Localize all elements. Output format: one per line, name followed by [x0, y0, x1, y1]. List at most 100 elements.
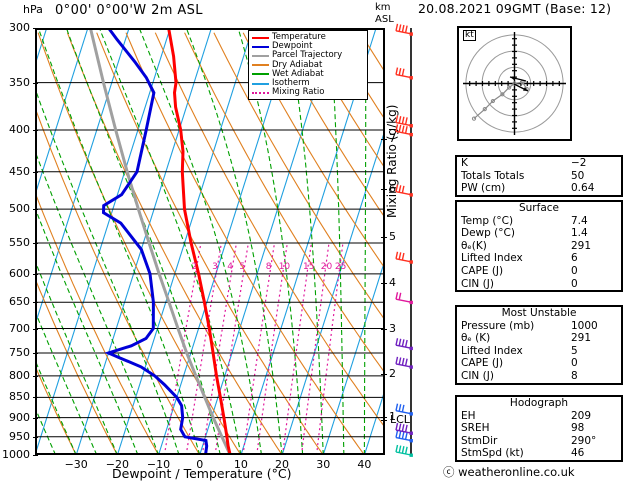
mixing-ratio-label: 25 — [334, 262, 347, 272]
skewt-canvas — [35, 28, 385, 455]
mixing-ratio-label: 4 — [227, 262, 234, 272]
data-row-value: 291 — [571, 332, 592, 345]
lcl-tick — [381, 419, 387, 421]
temperature-tick-label: 40 — [357, 458, 372, 471]
data-row-key: Lifted Index — [461, 344, 523, 357]
pressure-tick — [33, 273, 38, 275]
wind-barb — [395, 292, 413, 305]
temperature-tick-label: −30 — [64, 458, 88, 471]
temperature-tick-label: 30 — [316, 458, 331, 471]
temperature-tick-label: 0 — [196, 458, 204, 471]
station-title: 0°00' 0°00'W 2m ASL — [55, 3, 203, 18]
pressure-tick-label: 750 — [9, 345, 30, 359]
legend: Temperature Dewpoint Parcel Trajectory Dry … — [248, 30, 368, 101]
data-row: CAPE (J) 0 — [457, 357, 621, 370]
legend-swatch — [252, 64, 269, 67]
legend-label: Dry Adiabat — [272, 59, 323, 70]
legend-item: Temperature — [252, 33, 364, 42]
pressure-tick — [33, 242, 38, 244]
pressure-tick-label: 400 — [9, 123, 30, 137]
hodograph-unit-label: kt — [463, 30, 476, 41]
data-row-value: 0 — [571, 264, 578, 277]
data-row-value: 0 — [571, 357, 578, 370]
legend-swatch — [252, 91, 269, 94]
data-row: SREH 98 — [457, 422, 621, 435]
wind-barb — [395, 184, 413, 197]
data-row-value: 5 — [571, 344, 578, 357]
data-row: EH 209 — [457, 410, 621, 423]
data-row-key: CAPE (J) — [461, 264, 504, 277]
data-row: Dewp (°C) 1.4 — [457, 227, 621, 240]
data-row-key: Pressure (mb) — [461, 319, 535, 332]
data-row-value: 290° — [571, 434, 597, 447]
km-axis-label: km — [375, 2, 391, 13]
legend-label: Mixing Ratio — [272, 87, 325, 98]
data-row: θₑ(K) 291 — [457, 240, 621, 253]
wind-barb — [395, 338, 413, 351]
pressure-tick — [33, 209, 38, 211]
surface-parcel-panel: Surface Temp (°C) 7.4 Dewp (°C) 1.4 θₑ(K) 291 L… — [455, 200, 623, 293]
panel-heading: Surface — [518, 202, 559, 214]
hodograph-stats-panel: Hodograph EH 209 SREH 98 StmDir 290° StmSpd (kt… — [455, 395, 623, 462]
legend-item: Dry Adiabat — [252, 59, 364, 70]
data-row-value: 6 — [571, 252, 578, 265]
data-row-value: 98 — [571, 422, 585, 435]
data-row-value: 1.4 — [571, 227, 588, 240]
data-row: PW (cm) 0.64 — [457, 182, 621, 195]
pressure-tick-label: 450 — [9, 164, 30, 178]
data-row-key: K — [461, 157, 468, 169]
pressure-tick-label: 550 — [9, 235, 30, 249]
data-row: Temp (°C) 7.4 — [457, 215, 621, 228]
pressure-tick — [33, 328, 38, 330]
mixing-ratio-label: 8 — [265, 262, 272, 272]
data-row: K −2 — [457, 157, 621, 170]
data-row: StmSpd (kt) 46 — [457, 447, 621, 460]
pressure-tick — [33, 417, 38, 419]
copyright-notice: ⓒ weatheronline.co.uk — [443, 465, 575, 479]
data-row: CIN (J) 8 — [457, 370, 621, 383]
pressure-tick — [33, 397, 38, 399]
data-row-key: CAPE (J) — [461, 357, 504, 370]
data-row-key: CIN (J) — [461, 277, 494, 290]
data-row-value: 8 — [571, 369, 578, 382]
km-tick — [381, 236, 387, 238]
skewt-diagram[interactable] — [35, 28, 385, 455]
asl-axis-label: ASL — [375, 14, 394, 25]
legend-swatch — [252, 54, 269, 57]
data-row: StmDir 290° — [457, 435, 621, 448]
pressure-tick-label: 600 — [9, 266, 30, 280]
data-row-key: StmSpd (kt) — [461, 447, 524, 460]
legend-item: Mixing Ratio — [252, 88, 364, 97]
pressure-tick — [33, 130, 38, 132]
wind-barb — [395, 422, 413, 435]
data-row-value: 1000 — [571, 319, 598, 332]
data-row-key: EH — [461, 409, 476, 422]
data-row-key: PW (cm) — [461, 182, 506, 195]
panel-heading: Most Unstable — [501, 307, 577, 319]
pressure-tick-label: 650 — [9, 295, 30, 309]
data-row-value: 0.64 — [571, 182, 595, 195]
km-tick — [381, 283, 387, 285]
hodograph-plot[interactable] — [457, 26, 572, 141]
legend-label: Dewpoint — [272, 41, 313, 52]
run-datetime-title: 20.08.2021 09GMT (Base: 12) — [418, 1, 612, 16]
legend-item: Parcel Trajectory — [252, 51, 364, 60]
km-tick-label: 7 — [389, 132, 396, 146]
km-tick-label: 6 — [389, 181, 396, 195]
pressure-tick — [33, 455, 38, 456]
data-row-key: Dewp (°C) — [461, 227, 515, 240]
panel-heading: Hodograph — [509, 397, 569, 409]
pressure-tick-label: 500 — [9, 202, 30, 216]
km-tick-label: 4 — [389, 276, 396, 290]
pressure-tick-label: 800 — [9, 368, 30, 382]
data-row-key: CIN (J) — [461, 369, 494, 382]
pressure-tick-label: 950 — [9, 429, 30, 443]
pressure-tick — [33, 82, 38, 84]
pressure-tick — [33, 436, 38, 438]
wind-barb — [395, 444, 413, 457]
legend-swatch — [252, 45, 269, 48]
pressure-tick-label: 700 — [9, 321, 30, 335]
pressure-tick-label: 350 — [9, 75, 30, 89]
legend-swatch — [252, 73, 269, 76]
pressure-tick-label: 900 — [9, 410, 30, 424]
